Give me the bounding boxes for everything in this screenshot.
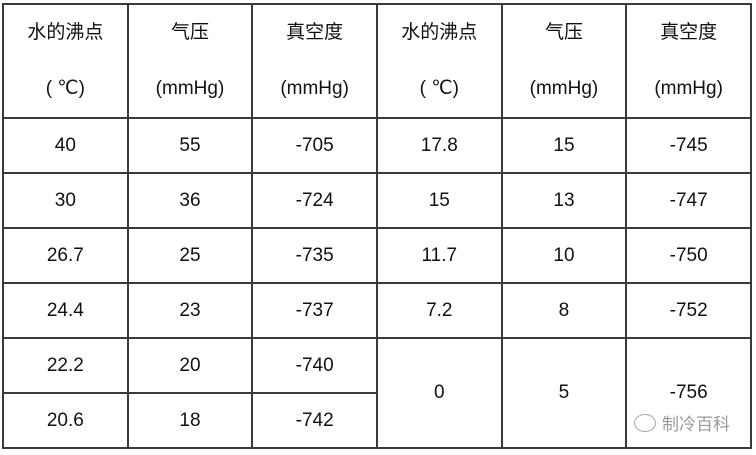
cell: 11.7	[375, 227, 503, 284]
table-row: 40 55 -705 17.8 15 -745	[2, 117, 752, 174]
cell: -737	[251, 282, 378, 339]
cell: -724	[251, 172, 378, 229]
cell: 40	[2, 117, 129, 174]
cell: 15	[375, 172, 503, 229]
cell: 30	[2, 172, 129, 229]
header-title: 水的沸点	[27, 22, 104, 43]
cell: -752	[625, 282, 752, 339]
header-title: 真空度	[660, 22, 718, 43]
cell: 26.7	[2, 227, 129, 284]
header-title: 真空度	[286, 22, 344, 43]
header-cell: 真空度 (mmHg)	[251, 3, 378, 119]
table-row: 24.4 23 -737 7.2 8 -752	[2, 282, 752, 339]
cell: 17.8	[375, 117, 503, 174]
cell: 18	[126, 392, 254, 449]
watermark: 制冷百科	[634, 410, 730, 435]
table-row: 26.7 25 -735 11.7 10 -750	[2, 227, 752, 284]
header-title: 水的沸点	[401, 22, 478, 43]
header-cell: 气压 (mmHg)	[500, 3, 628, 119]
header-unit: ( ℃)	[45, 78, 85, 99]
cell: -735	[251, 227, 378, 284]
cell: 10	[500, 227, 628, 284]
cell: 23	[126, 282, 254, 339]
cell: 55	[126, 117, 254, 174]
cell: 15	[500, 117, 628, 174]
wechat-icon	[634, 413, 656, 432]
cell: 22.2	[2, 337, 129, 394]
cell: 25	[126, 227, 254, 284]
cell: 36	[126, 172, 254, 229]
header-cell: 水的沸点 ( ℃)	[2, 3, 129, 119]
merged-cell: 0	[375, 337, 503, 449]
table-row: 22.2 20 -740 0 5 -756	[2, 337, 752, 449]
cell: 13	[500, 172, 628, 229]
cell: -747	[625, 172, 752, 229]
cell: -740	[251, 337, 378, 394]
merged-cell: 5	[500, 337, 628, 449]
header-unit: (mmHg)	[155, 78, 225, 99]
header-title: 气压	[170, 22, 209, 43]
cell: -742	[251, 392, 378, 449]
cell: 20.6	[2, 392, 129, 449]
cell: 24.4	[2, 282, 129, 339]
watermark-text: 制冷百科	[662, 415, 730, 435]
boiling-point-table: 水的沸点 ( ℃) 气压 (mmHg) 真空度 (mmHg) 水的沸点 ( ℃) 气压 (…	[2, 3, 752, 449]
cell: 8	[500, 282, 628, 339]
header-unit: ( ℃)	[419, 78, 459, 99]
table-row: 30 36 -724 15 13 -747	[2, 172, 752, 229]
header-unit: (mmHg)	[280, 78, 349, 99]
cell: 20	[126, 337, 254, 394]
header-unit: (mmHg)	[654, 78, 723, 99]
table-row: 20.6 18 -742	[2, 392, 751, 449]
header-row: 水的沸点 ( ℃) 气压 (mmHg) 真空度 (mmHg) 水的沸点 ( ℃) 气压 (…	[2, 3, 752, 119]
header-cell: 水的沸点 ( ℃)	[375, 3, 503, 119]
header-unit: (mmHg)	[529, 78, 599, 99]
header-title: 气压	[544, 22, 583, 43]
cell: -705	[251, 117, 378, 174]
header-cell: 真空度 (mmHg)	[625, 3, 752, 119]
cell: 7.2	[375, 282, 503, 339]
cell: -750	[625, 227, 752, 284]
cell: -745	[625, 117, 752, 174]
header-cell: 气压 (mmHg)	[126, 3, 254, 119]
